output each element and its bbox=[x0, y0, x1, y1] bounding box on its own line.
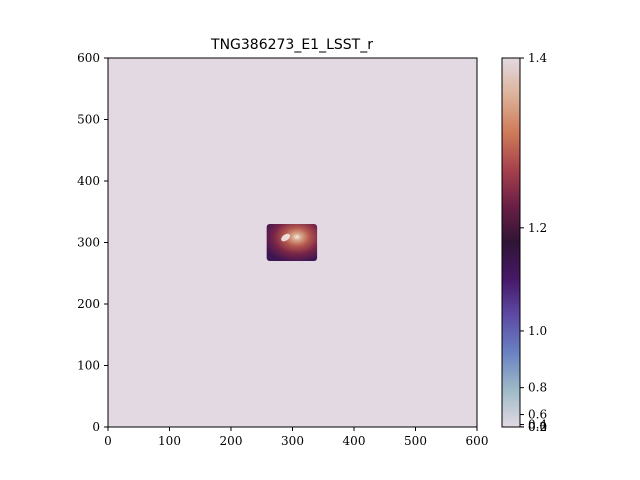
y-tick-label: 400 bbox=[77, 174, 100, 188]
y-tick-label: 0 bbox=[92, 420, 100, 434]
galaxy-patch bbox=[266, 224, 318, 261]
colorbar-tick-label: 0.2 bbox=[528, 420, 547, 434]
colorbar-tick-label: 1.4 bbox=[528, 51, 547, 65]
galaxy-core bbox=[281, 233, 291, 242]
plot-area bbox=[107, 57, 478, 428]
x-tick-label: 400 bbox=[343, 434, 366, 448]
colorbar-ticks: 1.4 1.2 1.0 0.8 0.60.40.20.0 bbox=[520, 51, 547, 434]
chart-title: TNG386273_E1_LSST_r bbox=[210, 37, 373, 53]
y-tick-label: 500 bbox=[77, 113, 100, 127]
x-tick-label: 100 bbox=[158, 434, 181, 448]
y-tick-label: 600 bbox=[77, 51, 100, 65]
y-axis: 0 100 200 300 400 500 600 bbox=[77, 51, 108, 434]
colorbar-tick-label: 1.2 bbox=[528, 221, 547, 235]
x-tick-label: 200 bbox=[220, 434, 243, 448]
colorbar: 1.4 1.2 1.0 0.8 0.60.40.20.0 bbox=[501, 51, 547, 434]
y-tick-label: 300 bbox=[77, 236, 100, 250]
x-tick-label: 0 bbox=[104, 434, 112, 448]
x-tick-label: 600 bbox=[466, 434, 489, 448]
x-tick-label: 300 bbox=[281, 434, 304, 448]
colorbar-tick-label: 0.0 bbox=[528, 420, 547, 434]
colorbar-tick-label: 0.8 bbox=[528, 381, 547, 395]
y-tick-label: 200 bbox=[77, 297, 100, 311]
colorbar-gradient bbox=[502, 58, 520, 427]
y-tick-label: 100 bbox=[77, 359, 100, 373]
colorbar-tick-label: 0.4 bbox=[528, 418, 547, 432]
colorbar-tick-label: 0.6 bbox=[528, 408, 547, 422]
x-axis: 0 100 200 300 400 500 600 bbox=[104, 427, 488, 448]
colorbar-frame bbox=[501, 57, 521, 428]
colorbar-tick-label: 1.0 bbox=[528, 324, 547, 338]
x-tick-label: 500 bbox=[404, 434, 427, 448]
